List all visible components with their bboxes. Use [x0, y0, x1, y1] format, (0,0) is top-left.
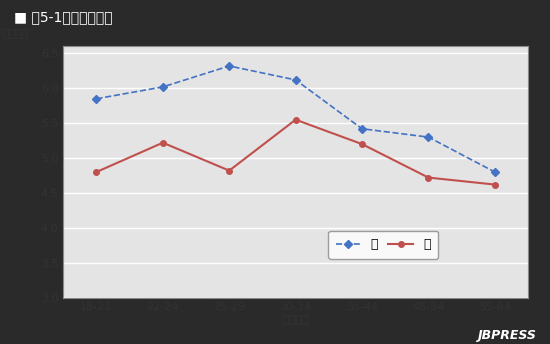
Text: ■ 図5-1：性欲と年齢: ■ 図5-1：性欲と年齢 — [14, 10, 112, 24]
Legend: 男, 女: 男, 女 — [328, 231, 438, 259]
Text: （性欲）: （性欲） — [3, 29, 29, 39]
X-axis label: （年齢）: （年齢） — [282, 315, 309, 325]
Text: JBPRESS: JBPRESS — [477, 329, 536, 342]
